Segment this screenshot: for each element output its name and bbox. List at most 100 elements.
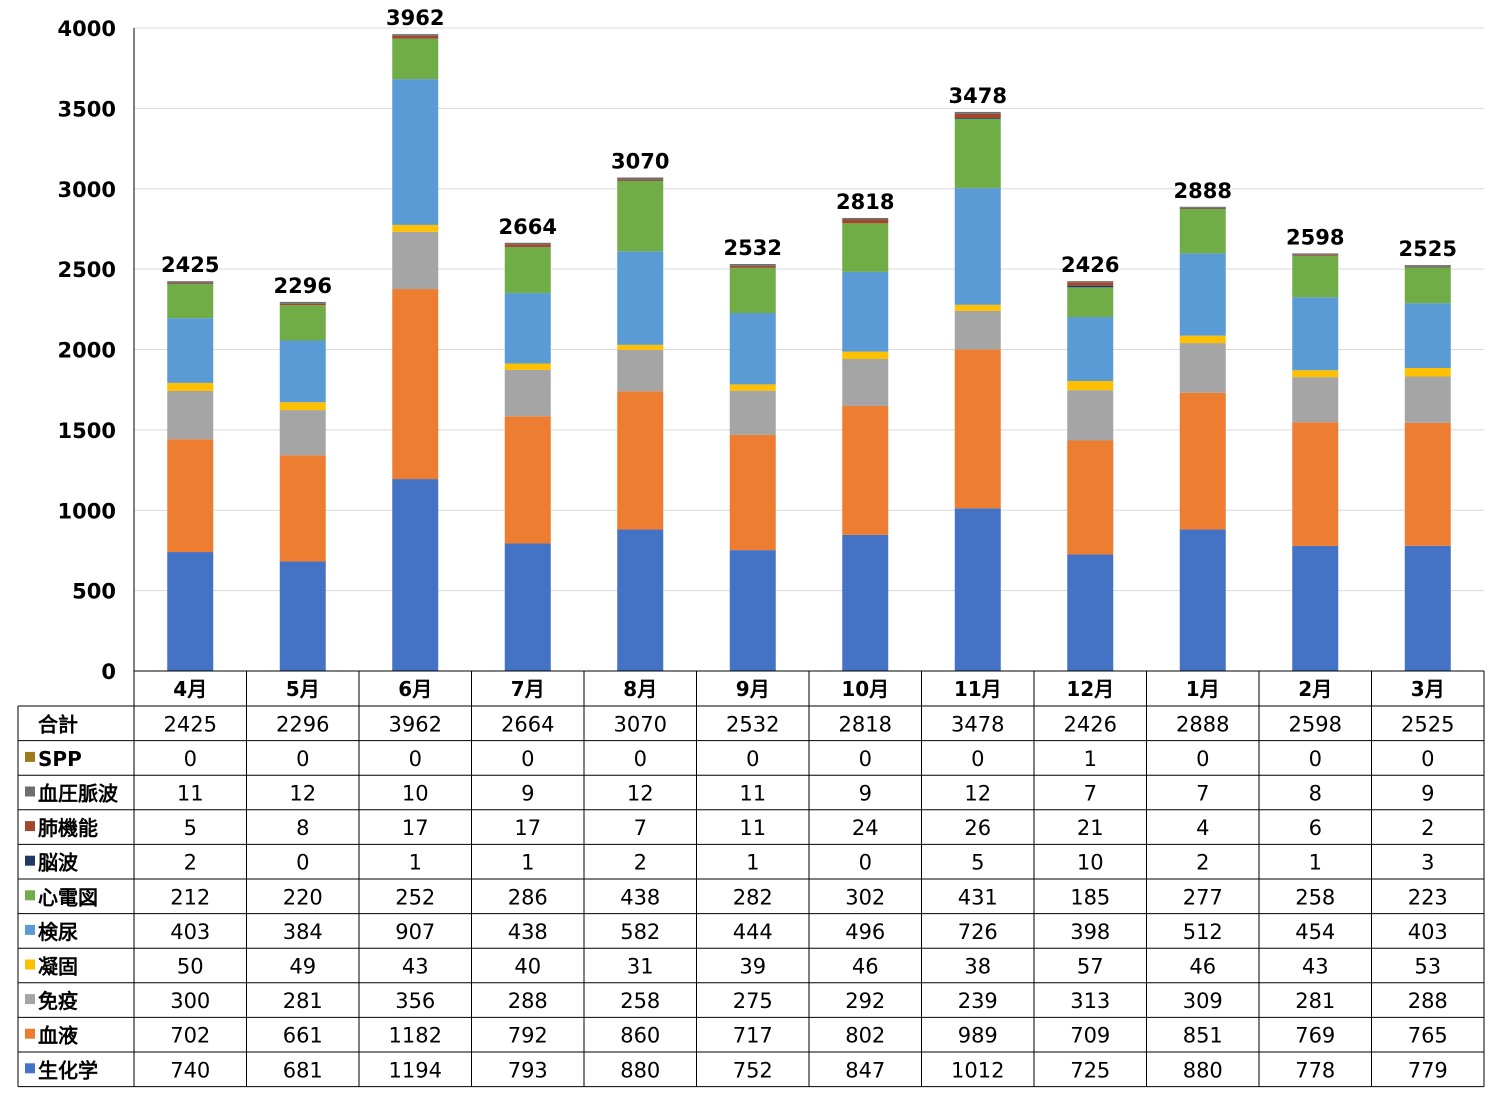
bar-segment bbox=[167, 281, 214, 283]
bar-segment bbox=[1292, 377, 1339, 423]
bar-segment bbox=[167, 284, 214, 319]
table-cell-value: 2532 bbox=[726, 712, 779, 736]
bar-segment bbox=[617, 180, 664, 252]
bar-segment bbox=[842, 534, 889, 671]
table-cell-value: 223 bbox=[1408, 885, 1448, 909]
y-tick-label: 3500 bbox=[58, 97, 116, 121]
bar-segment bbox=[279, 301, 326, 304]
table-cell-value: 8 bbox=[1309, 782, 1322, 806]
bar-segment bbox=[392, 231, 439, 290]
bar-segment bbox=[279, 455, 326, 562]
legend-key bbox=[25, 994, 35, 1005]
bar-segment bbox=[1292, 545, 1339, 671]
table-cell-value: 31 bbox=[627, 955, 654, 979]
series-label: 肺機能 bbox=[38, 816, 98, 840]
legend-key bbox=[25, 1028, 35, 1039]
table-cell-value: 286 bbox=[508, 885, 548, 909]
bar-segment bbox=[954, 118, 1001, 119]
table-cell-value: 709 bbox=[1070, 1024, 1110, 1048]
table-cell-value: 9 bbox=[859, 782, 872, 806]
bar-segment bbox=[1292, 254, 1339, 256]
table-cell-value: 726 bbox=[958, 920, 998, 944]
bar-segment bbox=[1292, 255, 1339, 298]
bar-segment bbox=[617, 529, 664, 671]
table-cell-value: 0 bbox=[1309, 747, 1322, 771]
bar-segment bbox=[954, 111, 1001, 114]
table-cell-value: 2 bbox=[634, 851, 647, 875]
table-cell-value: 702 bbox=[170, 1024, 210, 1048]
bar-segment bbox=[392, 38, 439, 80]
table-cell-value: 2425 bbox=[164, 712, 217, 736]
bar-segment bbox=[729, 550, 776, 671]
bar-segment bbox=[1179, 253, 1226, 336]
bar-segment bbox=[167, 318, 214, 383]
table-cell-value: 9 bbox=[1421, 782, 1434, 806]
y-tick-label: 1000 bbox=[58, 499, 116, 523]
table-cell-value: 0 bbox=[296, 747, 309, 771]
series-label: 心電図 bbox=[38, 885, 98, 909]
table-cell-value: 681 bbox=[283, 1058, 323, 1082]
legend-key bbox=[25, 959, 35, 970]
bar-segment bbox=[842, 223, 889, 272]
bar-segment bbox=[1179, 335, 1226, 344]
table-cell-value: 49 bbox=[289, 955, 316, 979]
table-cell-value: 752 bbox=[733, 1058, 773, 1082]
bar-segment bbox=[1179, 206, 1226, 208]
table-cell-value: 288 bbox=[1408, 989, 1448, 1013]
table-cell-value: 3478 bbox=[951, 712, 1004, 736]
table-cell-value: 802 bbox=[845, 1024, 885, 1048]
table-cell-value: 1 bbox=[409, 851, 422, 875]
bar-segment bbox=[954, 188, 1001, 305]
table-cell-value: 0 bbox=[971, 747, 984, 771]
bar-segment bbox=[392, 34, 439, 36]
legend-key bbox=[25, 924, 35, 935]
table-cell-value: 0 bbox=[521, 747, 534, 771]
table-cell-value: 302 bbox=[845, 885, 885, 909]
bar-segment bbox=[954, 310, 1001, 350]
y-tick-label: 0 bbox=[101, 660, 116, 684]
table-cell-value: 512 bbox=[1183, 920, 1223, 944]
bar-segment bbox=[504, 242, 551, 245]
table-cell-value: 1182 bbox=[389, 1024, 442, 1048]
table-cell-value: 40 bbox=[514, 955, 541, 979]
table-cell-value: 12 bbox=[964, 782, 991, 806]
table-cell-value: 1012 bbox=[951, 1058, 1004, 1082]
bar-segment bbox=[617, 179, 664, 181]
bar-segment bbox=[954, 118, 1001, 189]
bar-segment bbox=[617, 177, 664, 180]
table-cell-value: 1 bbox=[521, 851, 534, 875]
bar-segment bbox=[504, 244, 551, 247]
bar-segment bbox=[1292, 297, 1339, 371]
bar-segment bbox=[392, 79, 439, 225]
table-cell-value: 0 bbox=[409, 747, 422, 771]
table-cell-value: 57 bbox=[1077, 955, 1104, 979]
bar-segment bbox=[1179, 207, 1226, 209]
bar-segment bbox=[392, 289, 439, 480]
table-cell-value: 43 bbox=[402, 955, 429, 979]
table-cell-value: 258 bbox=[620, 989, 660, 1013]
table-cell-value: 3962 bbox=[389, 712, 442, 736]
bar-segment bbox=[842, 405, 889, 535]
bar-segment bbox=[729, 267, 776, 314]
table-cell-value: 300 bbox=[170, 989, 210, 1013]
bar-segment bbox=[504, 416, 551, 544]
table-cell-value: 2296 bbox=[276, 712, 329, 736]
y-tick-label: 1500 bbox=[58, 419, 116, 443]
bar-segment bbox=[1067, 554, 1114, 671]
table-cell-value: 793 bbox=[508, 1058, 548, 1082]
table-cell-value: 847 bbox=[845, 1058, 885, 1082]
table-cell-value: 10 bbox=[402, 782, 429, 806]
table-cell-value: 38 bbox=[964, 955, 991, 979]
bar-segment bbox=[1067, 285, 1114, 288]
category-label: 12月 bbox=[1066, 677, 1114, 701]
bar-segment bbox=[1292, 422, 1339, 546]
table-cell-value: 717 bbox=[733, 1024, 773, 1048]
table-cell-value: 0 bbox=[634, 747, 647, 771]
table-cell-value: 309 bbox=[1183, 989, 1223, 1013]
table-cell-value: 43 bbox=[1302, 955, 1329, 979]
table-cell-value: 0 bbox=[859, 851, 872, 875]
y-tick-label: 2000 bbox=[58, 339, 116, 363]
table-cell-value: 275 bbox=[733, 989, 773, 1013]
bar-segment bbox=[504, 293, 551, 364]
